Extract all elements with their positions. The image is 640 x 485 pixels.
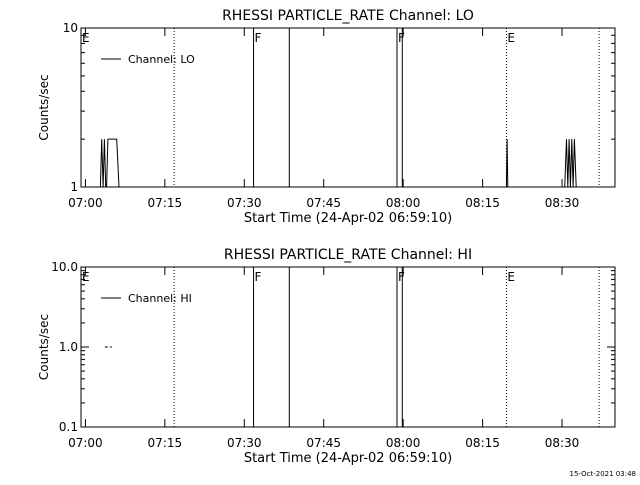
panel1-x-axis-label: Start Time (24-Apr-02 06:59:10) <box>244 211 452 226</box>
panel1-plot-frame <box>80 27 616 188</box>
panel2-x-tick-label: 07:45 <box>306 436 341 450</box>
panel2-x-tick-label: 07:00 <box>68 436 103 450</box>
panel2-x-tick-label: 07:30 <box>227 436 262 450</box>
panel2-plot-frame <box>80 266 616 428</box>
panel1-event-label: E <box>507 31 515 45</box>
panel2-x-axis-label: Start Time (24-Apr-02 06:59:10) <box>244 451 452 466</box>
panel2-x-tick-label: 08:30 <box>545 436 580 450</box>
panel1-legend-label: Channel: LO <box>128 53 195 66</box>
panel1-x-tick-label: 08:30 <box>545 196 580 210</box>
footer-timestamp: 15-Oct-2021 03:48 <box>569 470 636 478</box>
panel1-edge-label: E <box>82 31 90 45</box>
panel2-event-label: F <box>398 270 405 284</box>
panel1-x-tick-label: 07:45 <box>306 196 341 210</box>
panel2-x-tick-label: 07:15 <box>148 436 183 450</box>
panel1-x-tick-label: 08:00 <box>386 196 421 210</box>
panel2-x-tick-label: 08:00 <box>386 436 421 450</box>
panel2-edge-label: E <box>82 270 90 284</box>
panel2-chart-title: RHESSI PARTICLE_RATE Channel: HI <box>224 247 472 263</box>
panel1-event-label: F <box>398 31 405 45</box>
panel2-y-axis-label: Counts/sec <box>37 314 51 380</box>
panel1-x-tick-label: 07:15 <box>148 196 183 210</box>
panel1-series-line <box>99 138 577 188</box>
panel1-x-tick-label: 08:15 <box>465 196 500 210</box>
panel2-x-tick-label: 08:15 <box>465 436 500 450</box>
panel1-chart-title: RHESSI PARTICLE_RATE Channel: LO <box>222 8 474 24</box>
panel1-x-tick-label: 07:30 <box>227 196 262 210</box>
panel2-event-label: F <box>255 270 262 284</box>
panel1-y-tick-label: 10 <box>63 21 78 35</box>
panel2-event-label: E <box>507 270 515 284</box>
panel1-event-label: F <box>255 31 262 45</box>
panel2-y-tick-label: 0.1 <box>59 420 78 434</box>
panel2-y-tick-label: 10.0 <box>51 260 78 274</box>
panel1-x-tick-label: 07:00 <box>68 196 103 210</box>
panel1-y-axis-label: Counts/sec <box>37 74 51 140</box>
panel1-y-tick-label: 1 <box>70 180 78 194</box>
panel2-y-tick-label: 1.0 <box>59 340 78 354</box>
panel2-legend-label: Channel: HI <box>128 292 192 305</box>
